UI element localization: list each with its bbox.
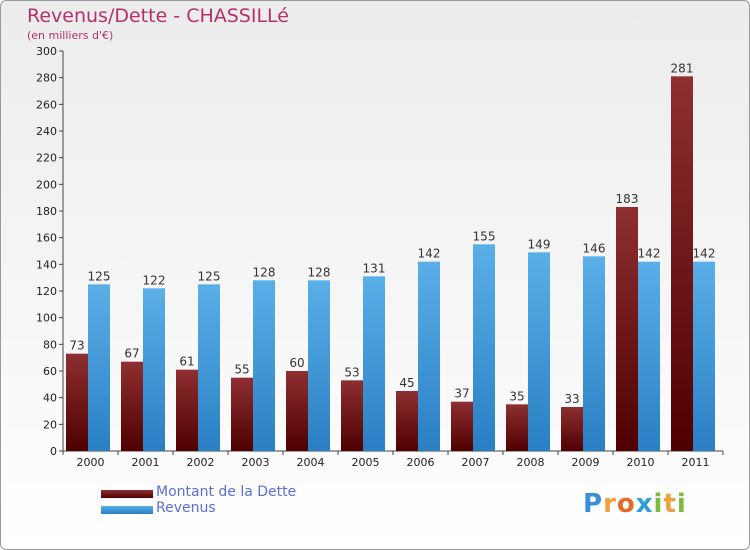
data-label-debt: 281: [671, 61, 694, 75]
x-tick-label: 2006: [407, 456, 435, 469]
data-label-debt: 60: [289, 356, 304, 370]
x-tick-label: 2003: [242, 456, 270, 469]
logo-letter: P: [583, 489, 604, 519]
legend-label-debt: Montant de la Dette: [156, 484, 297, 500]
bar-revenus: [583, 256, 605, 451]
y-tick-label: 160: [36, 232, 57, 245]
bar-revenus: [143, 288, 165, 451]
bar-debt: [451, 401, 473, 451]
bar-revenus: [693, 261, 715, 451]
x-tick-label: 2009: [572, 456, 600, 469]
data-label-debt: 61: [179, 355, 194, 369]
bar-revenus: [418, 261, 440, 451]
data-label-revenus: 146: [583, 241, 606, 255]
y-tick-label: 40: [43, 392, 57, 405]
chart-subtitle: (en milliers d'€): [27, 29, 114, 42]
bar-revenus: [308, 280, 330, 451]
bar-revenus: [473, 244, 495, 451]
y-tick-label: 260: [36, 98, 57, 111]
y-tick-label: 280: [36, 72, 57, 85]
bar-revenus: [528, 252, 550, 451]
bar-debt: [616, 207, 638, 451]
data-label-debt: 73: [69, 339, 84, 353]
data-label-revenus: 125: [88, 269, 111, 283]
data-label-revenus: 131: [363, 261, 386, 275]
data-label-revenus: 142: [638, 247, 661, 261]
data-label-debt: 55: [234, 363, 249, 377]
x-tick-label: 2001: [132, 456, 160, 469]
x-tick-label: 2000: [77, 456, 105, 469]
data-label-debt: 37: [454, 387, 469, 401]
logo-letter: i: [653, 489, 664, 519]
bar-debt: [286, 371, 308, 451]
x-tick-label: 2008: [517, 456, 545, 469]
y-tick-label: 80: [43, 338, 57, 351]
data-label-revenus: 149: [528, 237, 551, 251]
legend-swatch-debt: [101, 490, 153, 498]
bar-debt: [66, 353, 88, 451]
bar-debt: [176, 369, 198, 451]
bar-debt: [341, 380, 363, 451]
data-label-revenus: 125: [198, 269, 221, 283]
y-tick-label: 180: [36, 205, 57, 218]
bar-revenus: [638, 261, 660, 451]
x-tick-label: 2011: [682, 456, 710, 469]
bar-revenus: [88, 284, 110, 451]
data-label-revenus: 128: [308, 265, 331, 279]
y-axis: 0 20 40 60 80 100 120 140 160 180 200 220 240 260 280 3…: [36, 45, 64, 458]
data-label-revenus: 155: [473, 229, 496, 243]
y-tick-label: 0: [50, 445, 57, 458]
bar-revenus: [363, 276, 385, 451]
legend-label-revenus: Revenus: [156, 500, 216, 516]
bar-debt: [671, 76, 693, 451]
y-tick-label: 300: [36, 45, 57, 58]
y-tick-label: 200: [36, 178, 57, 191]
bar-debt: [561, 407, 583, 451]
y-tick-label: 120: [36, 285, 57, 298]
x-tick-label: 2002: [187, 456, 215, 469]
x-tick-label: 2007: [462, 456, 490, 469]
data-label-debt: 67: [124, 347, 139, 361]
data-label-debt: 33: [564, 392, 579, 406]
bar-revenus: [253, 280, 275, 451]
bar-debt: [396, 391, 418, 451]
bar-debt: [231, 377, 253, 451]
bar-debt: [121, 361, 143, 451]
data-label-debt: 45: [399, 376, 414, 390]
data-label-debt: 35: [509, 389, 524, 403]
data-label-revenus: 142: [693, 247, 716, 261]
data-label-revenus: 142: [418, 247, 441, 261]
y-tick-label: 140: [36, 258, 57, 271]
bars: [66, 76, 715, 451]
logo-letter: o: [616, 489, 636, 519]
x-tick-label: 2005: [352, 456, 380, 469]
y-tick-label: 240: [36, 125, 57, 138]
y-tick-label: 60: [43, 365, 57, 378]
y-tick-label: 220: [36, 152, 57, 165]
data-label-revenus: 128: [253, 265, 276, 279]
y-tick-label: 100: [36, 312, 57, 325]
data-label-revenus: 122: [143, 273, 166, 287]
x-tick-label: 2004: [297, 456, 325, 469]
x-tick-label: 2010: [627, 456, 655, 469]
data-label-debt: 183: [616, 192, 639, 206]
legend-swatch-revenus: [101, 506, 153, 514]
logo-letter: i: [676, 489, 687, 519]
logo-letter: x: [635, 489, 654, 519]
bar-debt: [506, 404, 528, 451]
logo-letter: t: [663, 489, 677, 519]
bar-revenus: [198, 284, 220, 451]
data-label-debt: 53: [344, 365, 359, 379]
logo-letter: r: [603, 489, 617, 519]
y-tick-label: 20: [43, 418, 57, 431]
chart-title: Revenus/Dette - CHASSILLé: [27, 5, 290, 27]
data-labels: 73 67 61 55 60 53 45 37 35 33 183 281 125 122 125 128 12…: [69, 61, 715, 406]
x-axis: 2000 2001 2002 2003 2004 2005 2006 2007 2008 2009…: [62, 450, 724, 469]
proxiti-logo: Proxiti: [583, 489, 687, 519]
